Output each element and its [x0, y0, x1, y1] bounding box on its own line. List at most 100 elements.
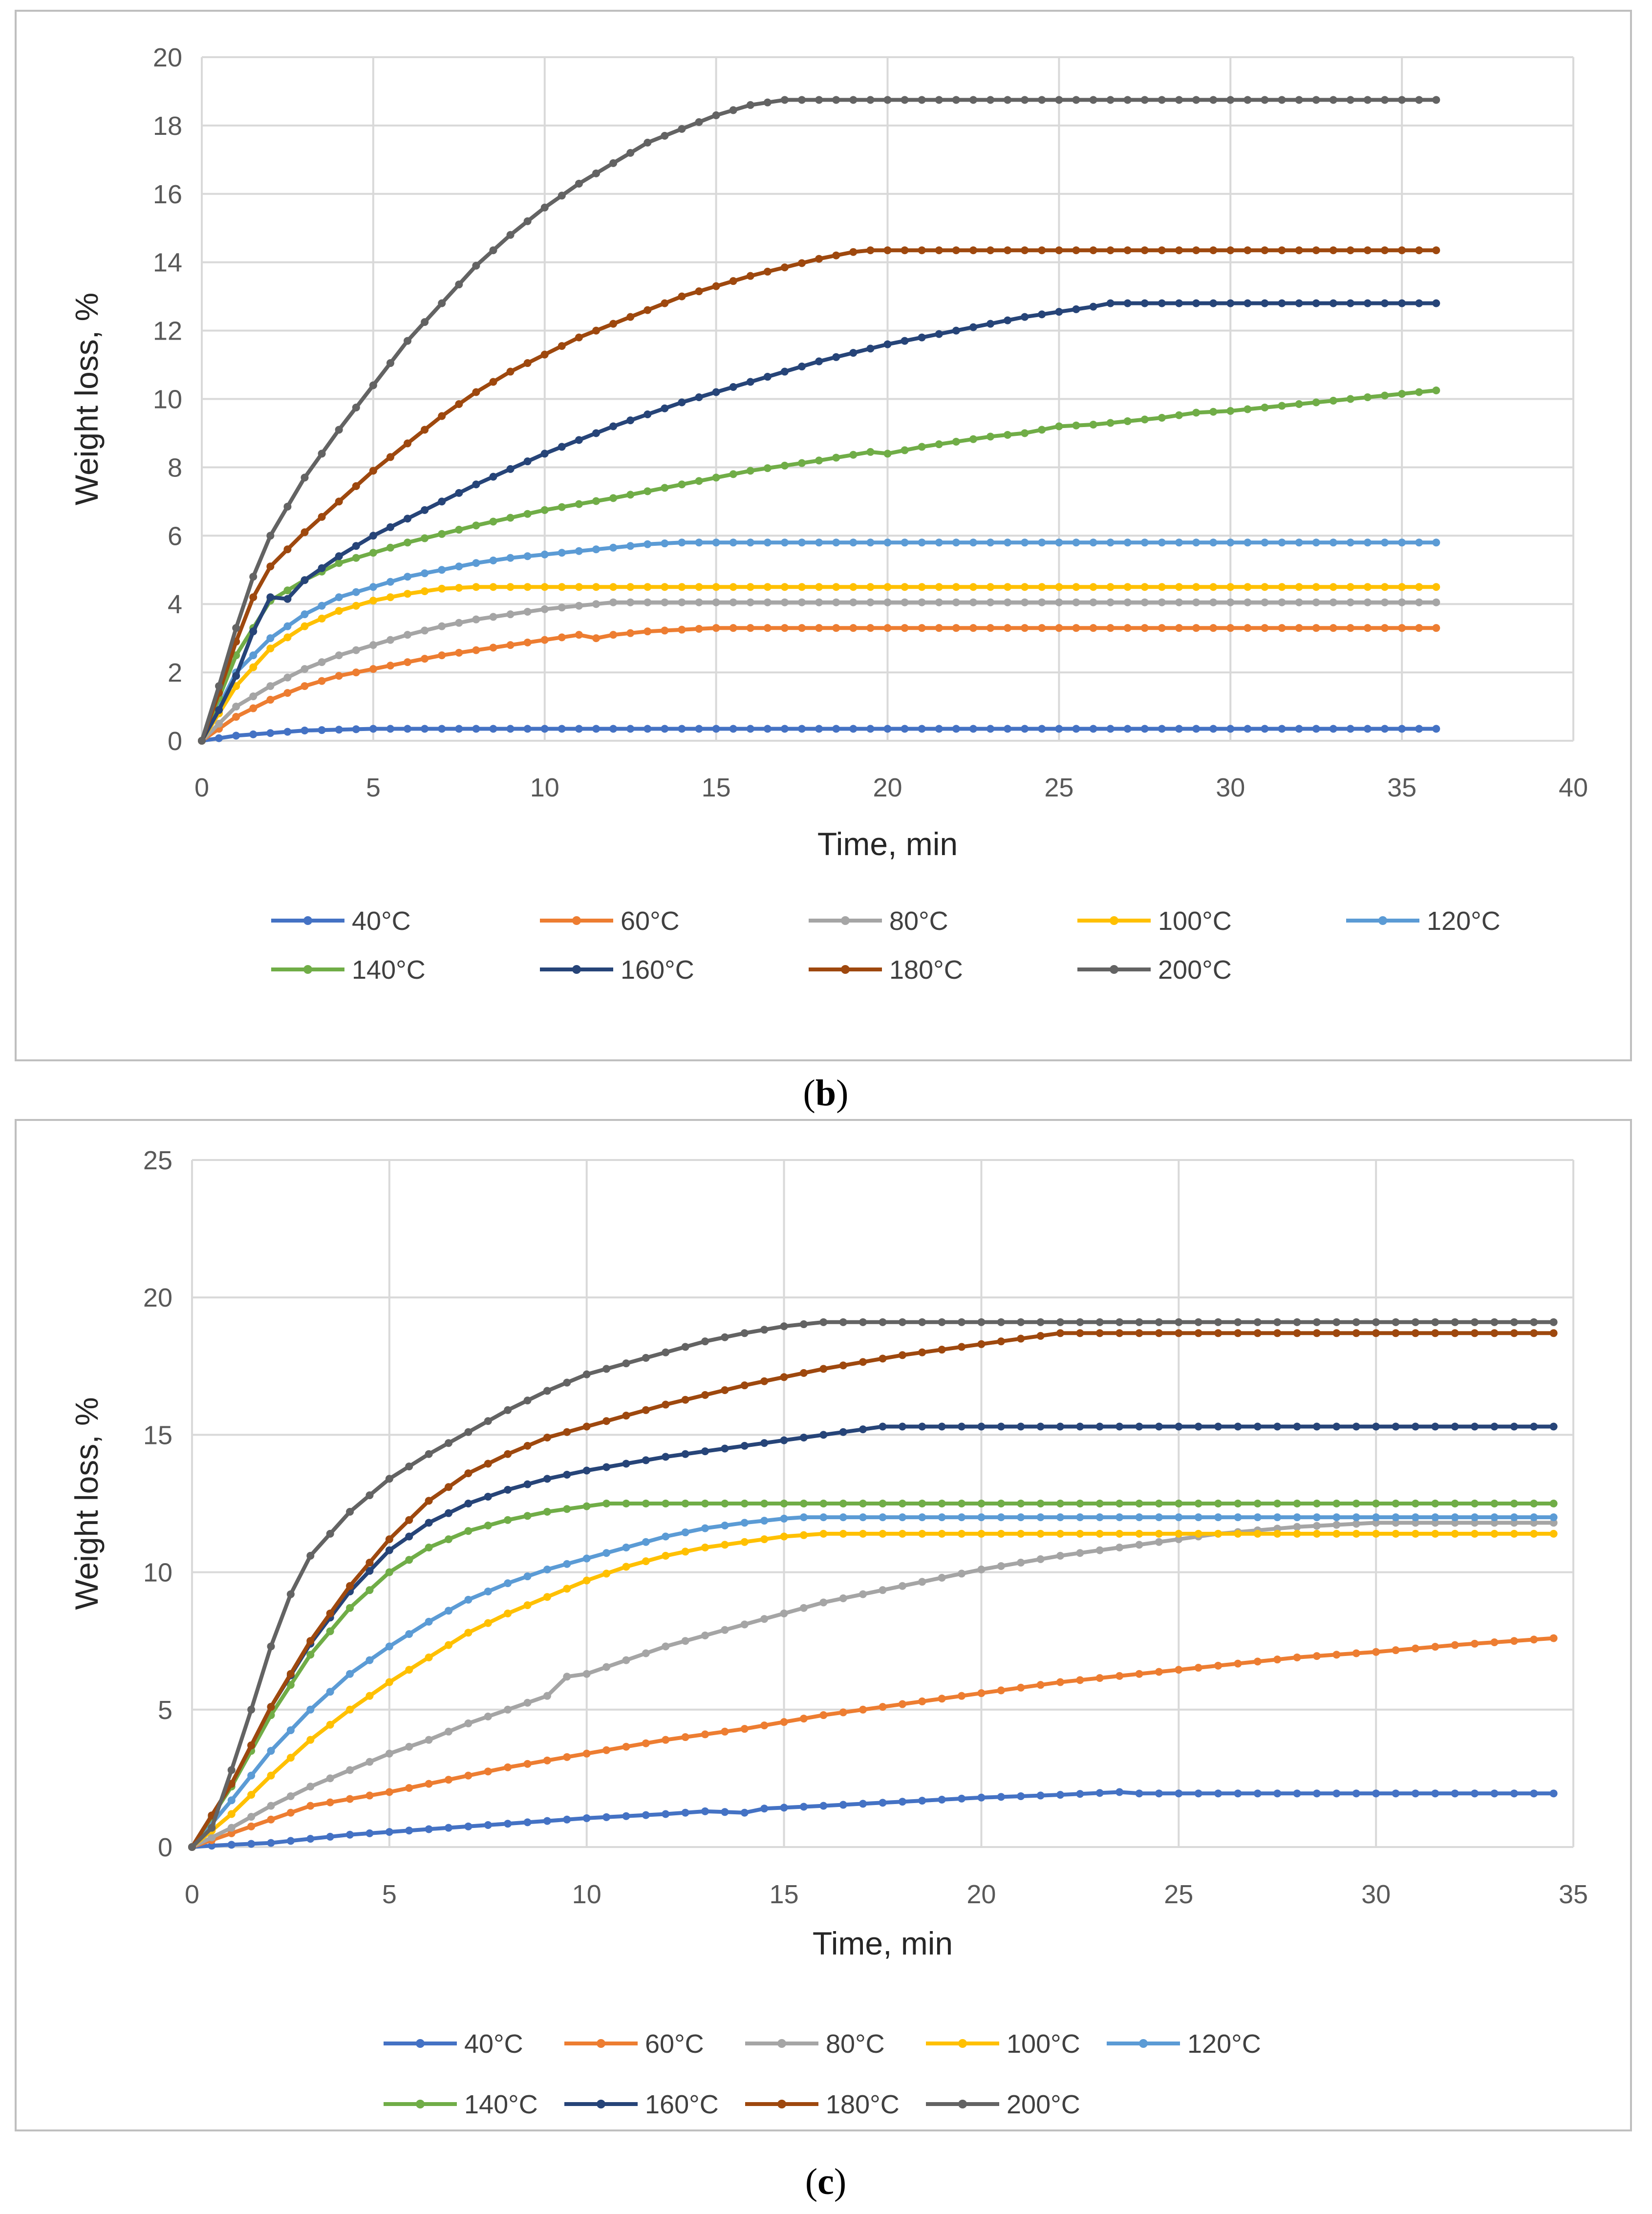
chart-c-data-point	[227, 1796, 236, 1805]
chart-b-data-point	[1175, 725, 1183, 733]
chart-b-data-point	[318, 726, 326, 734]
chart-c-data-point	[681, 1808, 689, 1817]
chart-b-data-point	[695, 583, 703, 591]
chart-c-data-point	[1312, 1522, 1321, 1530]
chart-b-data-point	[780, 598, 789, 606]
chart-b-data-point	[1072, 624, 1080, 632]
chart-c-x-tick-label: 0	[185, 1880, 199, 1909]
chart-c-data-point	[1135, 1500, 1143, 1507]
chart-b-data-point	[404, 658, 412, 666]
chart-c-data-point	[385, 1678, 393, 1686]
chart-b-data-point	[266, 593, 275, 602]
chart-b-data-point	[780, 367, 789, 376]
chart-c-data-point	[977, 1513, 986, 1522]
chart-b-data-point	[661, 626, 669, 635]
chart-b-data-point	[540, 605, 549, 613]
chart-c-data-point	[839, 1361, 847, 1370]
chart-b-data-point	[644, 725, 652, 733]
chart-c-data-point	[1471, 1422, 1479, 1431]
chart-c-data-point	[346, 1766, 354, 1774]
chart-c-data-point	[799, 1803, 808, 1811]
chart-b: 0 5 10 15 20 25 30 35 40 0 2 4 6 8 10 12 14 16 18 20 Time, m…	[68, 43, 1588, 985]
chart-b-data-point	[1175, 96, 1183, 104]
chart-c-data-point	[1411, 1789, 1419, 1798]
chart-b-data-point	[1192, 408, 1201, 417]
chart-b-data-point	[746, 538, 754, 547]
chart-b-data-point	[1089, 246, 1097, 255]
chart-b-data-point	[1363, 583, 1372, 591]
chart-b-data-point	[249, 692, 257, 701]
chart-b-data-point	[575, 602, 583, 610]
chart-c-data-point	[1155, 1329, 1163, 1337]
chart-b-data-point	[215, 720, 223, 728]
chart-c-data-point	[1076, 1790, 1084, 1798]
chart-b-data-point	[729, 538, 737, 547]
chart-c-data-point	[859, 1318, 867, 1326]
chart-b-data-point	[1415, 538, 1423, 547]
chart-b-series-160C	[198, 299, 1440, 745]
chart-b-data-point	[901, 583, 909, 591]
chart-c-data-point	[1530, 1789, 1538, 1798]
chart-c-series-line	[191, 1531, 1554, 1849]
chart-c-data-point	[1312, 1422, 1321, 1431]
chart-b-data-point	[1398, 96, 1406, 104]
chart-b-data-point	[935, 538, 943, 547]
chart-b-y-tick-label: 8	[168, 453, 182, 482]
chart-b-data-point	[1381, 583, 1389, 591]
chart-c-data-point	[464, 1428, 472, 1436]
chart-c-data-point	[1372, 1318, 1380, 1326]
chart-c-data-point	[1214, 1513, 1223, 1522]
chart-b-data-point	[369, 641, 377, 649]
chart-b-data-point	[352, 588, 360, 596]
chart-c-data-point	[918, 1500, 926, 1507]
chart-b-data-point	[1004, 316, 1012, 324]
chart-b-data-point	[746, 725, 754, 733]
chart-b-data-point	[352, 668, 360, 677]
chart-b-data-point	[1363, 299, 1372, 307]
chart-b-data-point	[952, 96, 960, 104]
chart-b-x-tick-label: 25	[1044, 773, 1073, 802]
chart-c-data-point	[938, 1695, 946, 1703]
chart-b-data-point	[1381, 624, 1389, 632]
chart-b-data-point	[1123, 725, 1132, 733]
chart-b-data-point	[987, 624, 995, 632]
chart-b-data-point	[1363, 725, 1372, 733]
chart-b-data-point	[1158, 583, 1166, 591]
chart-b-data-point	[1261, 538, 1269, 547]
chart-b-data-point	[644, 410, 652, 418]
chart-c-data-point	[681, 1450, 689, 1458]
chart-b-data-point	[1398, 598, 1406, 606]
chart-b-data-point	[1089, 624, 1097, 632]
chart-b-data-point	[1363, 246, 1372, 255]
chart-b-data-point	[283, 595, 292, 603]
chart-b-data-point	[1158, 538, 1166, 547]
chart-b-data-point	[1055, 598, 1063, 606]
chart-b-data-point	[1004, 538, 1012, 547]
chart-b-data-point	[1415, 96, 1423, 104]
chart-c-data-point	[484, 1821, 492, 1829]
chart-c-data-point	[1076, 1676, 1084, 1684]
chart-b-data-point	[901, 446, 909, 454]
chart-c-data-point	[1372, 1329, 1380, 1337]
chart-b-data-point	[918, 246, 926, 255]
chart-c-gridlines	[191, 1159, 1574, 1848]
chart-c-data-point	[977, 1318, 986, 1326]
chart-c-series-line	[191, 1636, 1554, 1849]
chart-c-data-point	[326, 1720, 334, 1729]
chart-b-data-point	[266, 682, 275, 690]
chart-b-data-point	[1261, 624, 1269, 632]
chart-b-data-point	[592, 326, 601, 335]
chart-b-data-point	[987, 598, 995, 606]
chart-c-data-point	[1095, 1329, 1104, 1337]
chart-c-data-point	[859, 1590, 867, 1598]
chart-c-data-point	[1352, 1500, 1360, 1507]
chart-c-data-point	[286, 1590, 295, 1598]
chart-b-data-point	[1329, 725, 1337, 733]
chart-b-data-point	[1089, 96, 1097, 104]
chart-c-x-tick-label: 25	[1164, 1880, 1193, 1909]
chart-c-data-point	[1392, 1529, 1400, 1538]
chart-c-data-point	[267, 1771, 275, 1780]
chart-c-data-point	[1293, 1653, 1301, 1661]
chart-c-data-point	[1095, 1674, 1104, 1682]
chart-c-data-point	[898, 1500, 906, 1507]
